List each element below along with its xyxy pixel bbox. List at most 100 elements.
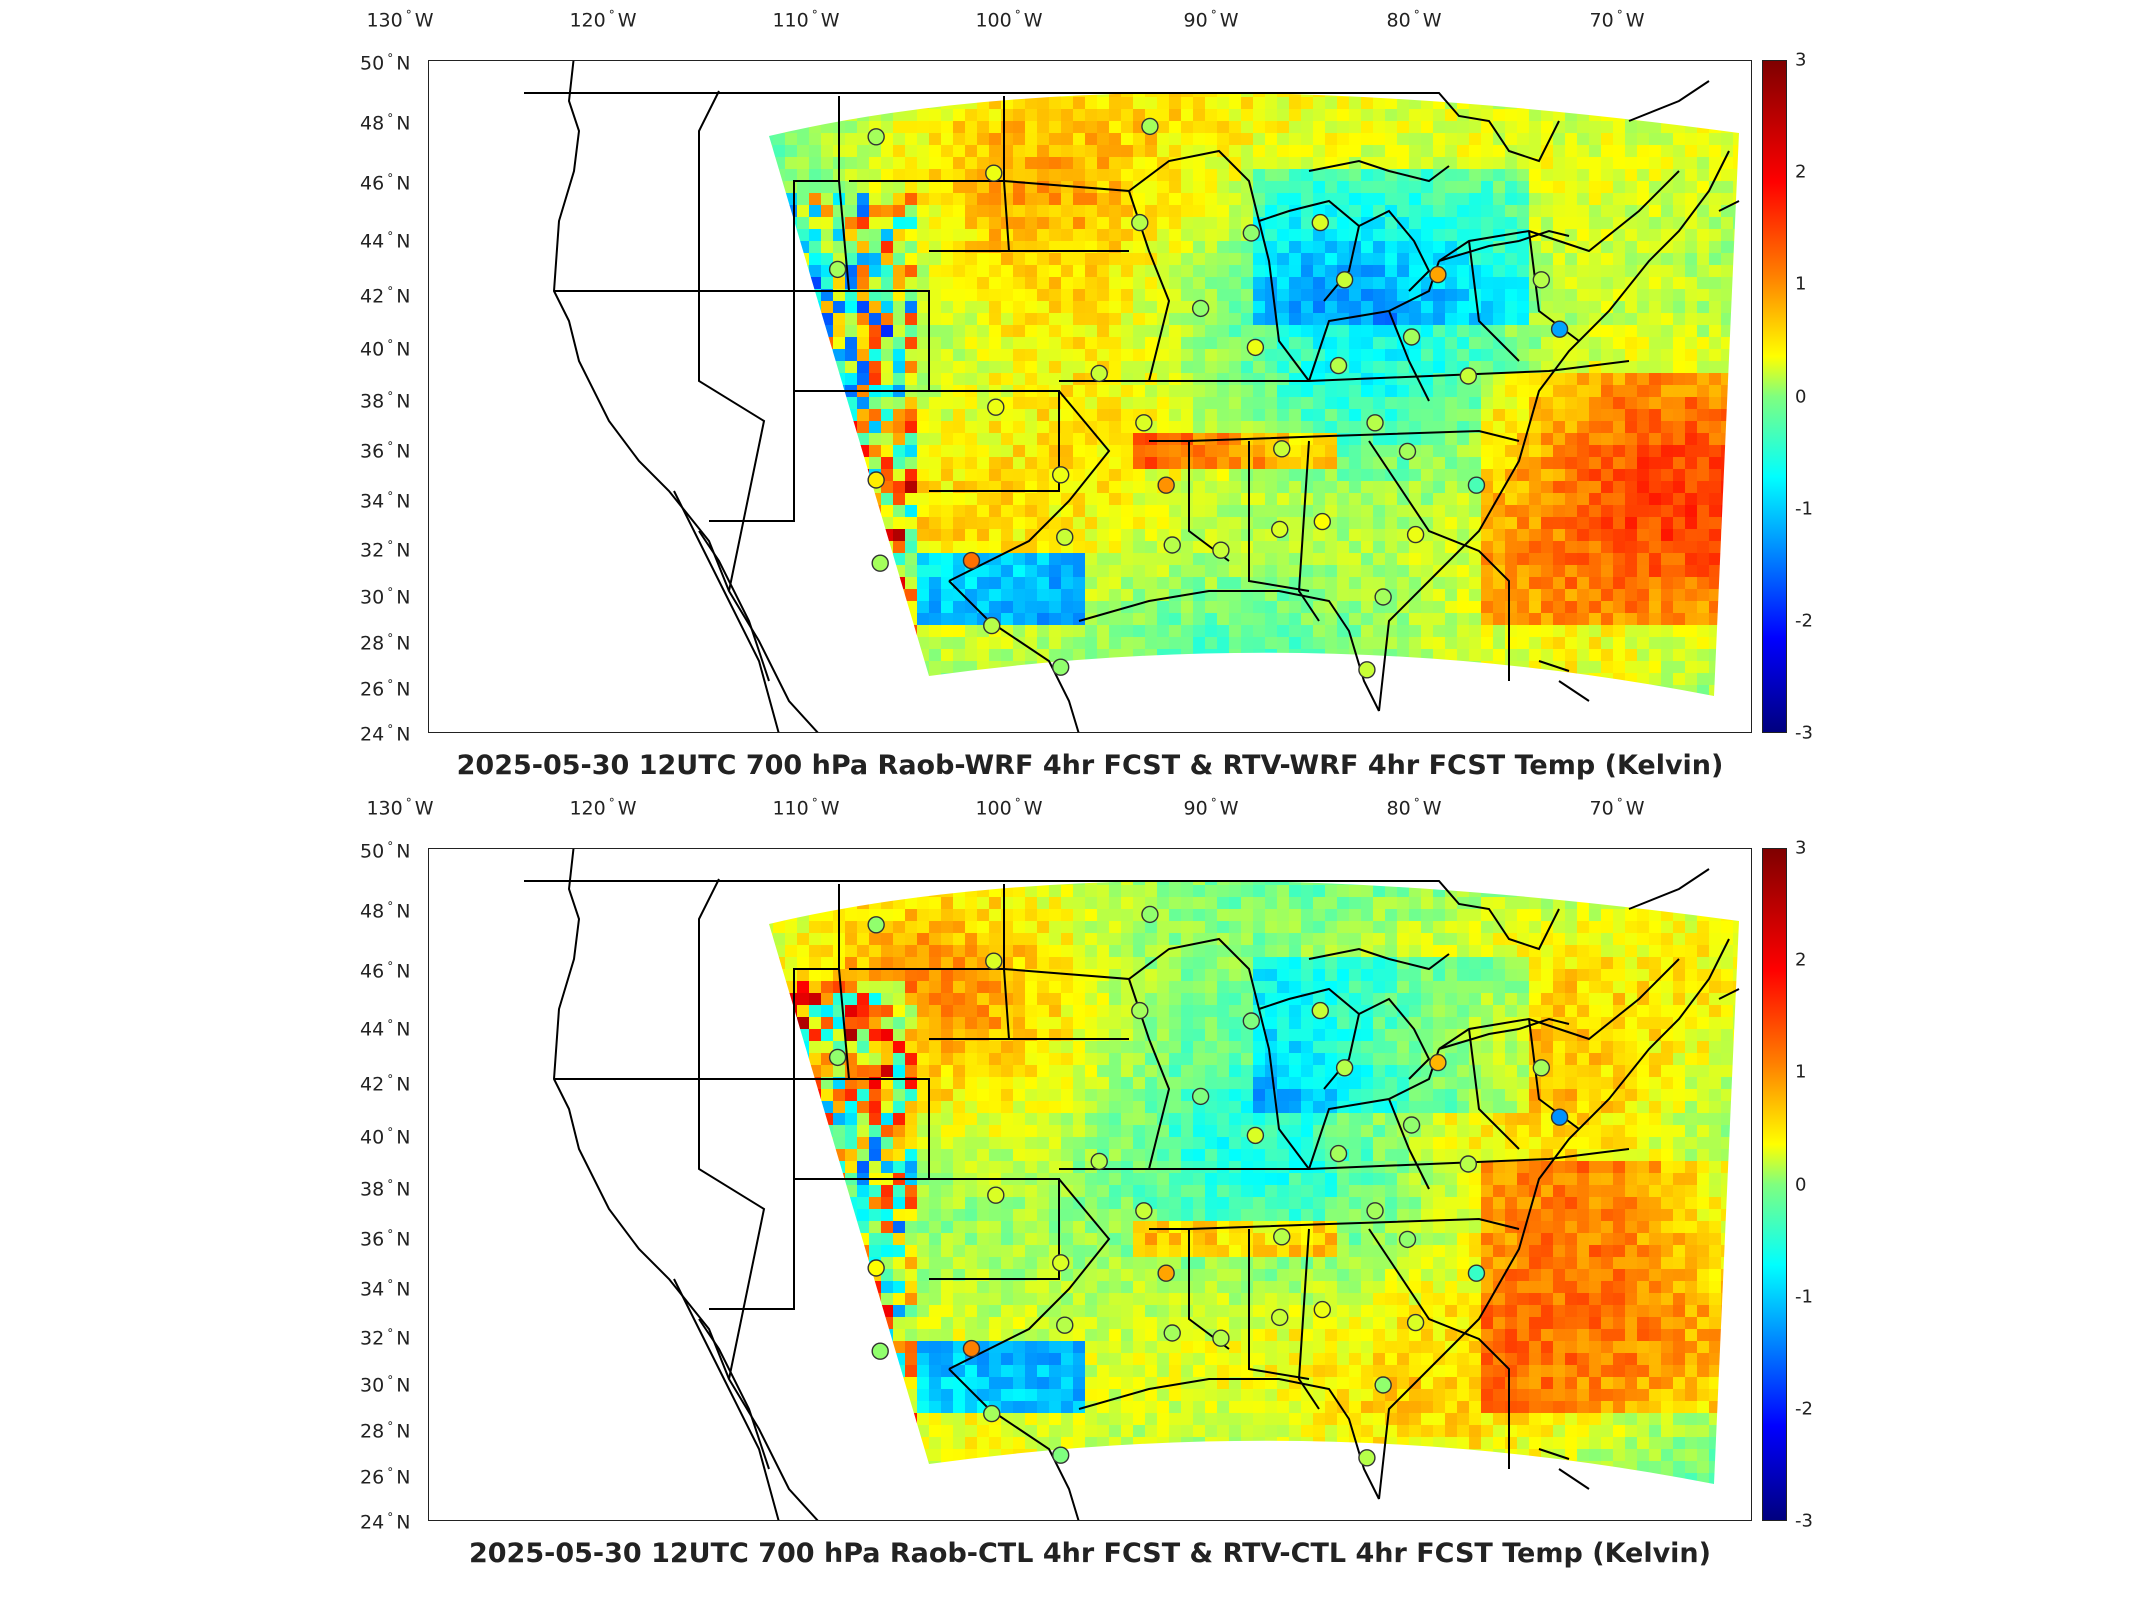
boundary-line (1378, 938, 1730, 1500)
raob-station-marker (1406, 525, 1425, 544)
latitude-label: 42 ° N (360, 284, 410, 307)
degree-symbol: ° (387, 585, 394, 600)
raob-station-marker (1374, 588, 1392, 606)
latitude-suffix: N (396, 1178, 411, 1201)
degree-symbol: ° (387, 1017, 394, 1032)
raob-station-marker (1335, 271, 1354, 289)
raob-station-marker (962, 551, 981, 570)
longitude-value: 90 (1183, 797, 1208, 820)
colorbar-tick-label: 1 (1795, 1061, 1807, 1083)
raob-station-marker (1358, 661, 1376, 679)
latitude-suffix: N (396, 1374, 411, 1397)
boundary-line (948, 1178, 1111, 1370)
longitude-label: 70 ° W (1590, 796, 1645, 819)
latitude-suffix: N (396, 1073, 411, 1096)
raob-station-marker (1157, 476, 1175, 494)
boundary-line (673, 1278, 780, 1520)
latitude-suffix: N (396, 1420, 411, 1443)
latitude-value: 42 (360, 285, 385, 308)
colorbar-tick-label: 2 (1795, 161, 1807, 183)
latitude-value: 48 (360, 900, 385, 923)
colorbar-tick-label: -2 (1795, 610, 1813, 632)
latitude-value: 46 (360, 172, 385, 195)
degree-symbol: ° (387, 722, 394, 737)
latitude-value: 40 (360, 1126, 385, 1149)
degree-symbol: ° (1014, 8, 1021, 22)
boundary-line (1558, 680, 1590, 702)
raob-station-marker (1191, 299, 1210, 318)
longitude-label: 100 ° W (975, 8, 1042, 31)
boundary-line (1308, 159, 1450, 183)
latitude-value: 26 (360, 1466, 385, 1489)
boundary-line (1308, 947, 1450, 971)
longitude-label: 90 ° W (1184, 796, 1239, 819)
latitude-suffix: N (396, 230, 411, 253)
degree-symbol: ° (387, 284, 394, 299)
colorbar-tick-label: -3 (1795, 722, 1813, 744)
raob-station-marker (1242, 1012, 1261, 1030)
longitude-suffix: W (1219, 797, 1239, 820)
raob-station-marker (1374, 1376, 1392, 1394)
boundary-line (1248, 441, 1310, 592)
degree-symbol: ° (811, 8, 818, 22)
raob-station-marker (987, 398, 1005, 416)
latitude-suffix: N (396, 1327, 411, 1350)
raob-station-marker (867, 916, 885, 934)
raob-station-marker (1131, 1001, 1149, 1020)
raob-station-marker (1366, 1202, 1384, 1220)
raob-station-marker (987, 1186, 1005, 1204)
latitude-label: 26 ° N (360, 1465, 410, 1488)
latitude-label: 32 ° N (360, 1326, 410, 1349)
latitude-label: 48 ° N (360, 111, 410, 134)
raob-station-marker (1056, 528, 1074, 546)
latitude-value: 28 (360, 632, 385, 655)
degree-symbol: ° (405, 796, 412, 810)
boundary-line (794, 290, 930, 392)
raob-station-marker (1550, 1108, 1569, 1126)
degree-symbol: ° (387, 1125, 394, 1140)
boundary-line (554, 1078, 766, 1380)
degree-symbol: ° (1616, 796, 1623, 810)
raob-station-marker (1273, 440, 1291, 458)
latitude-label: 32 ° N (360, 538, 410, 561)
latitude-suffix: N (396, 112, 411, 135)
longitude-suffix: W (1625, 797, 1645, 820)
latitude-suffix: N (396, 285, 411, 308)
boundary-line (1438, 1028, 1520, 1050)
raob-station-marker (867, 1259, 885, 1277)
latitude-label: 46 ° N (360, 959, 410, 982)
boundary-line (1003, 968, 1171, 1170)
latitude-value: 36 (360, 1228, 385, 1251)
degree-symbol: ° (387, 538, 394, 553)
raob-station-marker (1273, 1228, 1291, 1246)
raob-station-marker (1311, 213, 1329, 232)
degree-symbol: ° (387, 899, 394, 914)
latitude-suffix: N (396, 440, 411, 463)
degree-symbol: ° (387, 631, 394, 646)
degree-symbol: ° (387, 337, 394, 352)
latitude-label: 42 ° N (360, 1072, 410, 1095)
boundary-line (1468, 240, 1520, 362)
longitude-suffix: W (1219, 9, 1239, 32)
latitude-label: 44 ° N (360, 1017, 410, 1040)
colorbar-tick-label: 3 (1795, 837, 1807, 859)
map-frame (428, 60, 1752, 733)
latitude-value: 26 (360, 678, 385, 701)
boundary-line (1248, 1229, 1310, 1380)
boundary-line (1149, 1217, 1520, 1230)
raob-station-marker (1329, 356, 1348, 375)
latitude-value: 24 (360, 1511, 385, 1534)
raob-station-marker (871, 1342, 889, 1360)
raob-station-marker (1271, 520, 1289, 539)
latitude-suffix: N (396, 490, 411, 513)
boundary-line (1297, 440, 1320, 622)
boundary-line (552, 61, 819, 732)
raob-station-marker (1459, 1155, 1478, 1173)
raob-station-marker (1429, 1053, 1447, 1072)
temperature-field (769, 880, 1739, 1485)
boundary-line (552, 849, 819, 1520)
degree-symbol: ° (387, 229, 394, 244)
degree-symbol: ° (608, 8, 615, 22)
degree-symbol: ° (1210, 796, 1217, 810)
raob-station-marker (985, 952, 1003, 970)
